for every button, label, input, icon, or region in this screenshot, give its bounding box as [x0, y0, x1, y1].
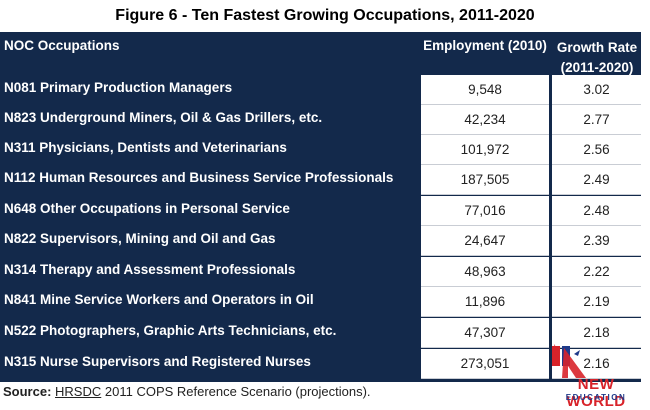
growth-rate-cell: 2.49 [552, 165, 641, 195]
employment-cell: 187,505 [421, 165, 549, 195]
table-row: N522 Photographers, Graphic Arts Technic… [0, 318, 641, 348]
employment-cell: 273,051 [421, 349, 549, 379]
table-row: N081 Primary Production Managers 9,548 3… [0, 75, 641, 105]
employment-cell: 47,307 [421, 318, 549, 348]
occupation-cell: N081 Primary Production Managers [4, 80, 233, 95]
growth-rate-cell: 2.77 [552, 105, 641, 135]
table-row: N822 Supervisors, Mining and Oil and Gas… [0, 226, 641, 256]
occupation-cell: N841 Mine Service Workers and Operators … [4, 292, 314, 307]
occupations-table: NOC Occupations Employment (2010) Growth… [0, 32, 641, 382]
growth-rate-cell: 2.18 [552, 318, 641, 348]
source-org-link[interactable]: HRSDC [55, 384, 102, 399]
source-label: Source: [3, 384, 52, 399]
employment-cell: 77,016 [421, 196, 549, 226]
header-noc-occupations: NOC Occupations [4, 38, 120, 53]
occupation-cell: N823 Underground Miners, Oil & Gas Drill… [4, 110, 323, 125]
header-growth-rate-line1: Growth Rate [556, 40, 638, 55]
occupation-cell: N822 Supervisors, Mining and Oil and Gas [4, 231, 276, 246]
table-row: N315 Nurse Supervisors and Registered Nu… [0, 349, 641, 379]
occupation-cell: N311 Physicians, Dentists and Veterinari… [4, 140, 287, 155]
occupation-cell: N314 Therapy and Assessment Professional… [4, 262, 296, 277]
header-employment: Employment (2010) [423, 38, 547, 53]
occupation-cell: N648 Other Occupations in Personal Servi… [4, 201, 290, 216]
new-world-education-logo: NEW WORLD EDUCATION [546, 342, 646, 410]
table-row: N311 Physicians, Dentists and Veterinari… [0, 135, 641, 165]
growth-rate-cell: 2.39 [552, 226, 641, 256]
growth-rate-cell: 2.48 [552, 196, 641, 226]
growth-rate-cell: 2.56 [552, 135, 641, 165]
logo-text-line2: EDUCATION [565, 393, 627, 402]
header-growth-rate-line2: (2011-2020) [560, 60, 634, 75]
table-row: N841 Mine Service Workers and Operators … [0, 287, 641, 317]
employment-cell: 42,234 [421, 105, 549, 135]
employment-cell: 101,972 [421, 135, 549, 165]
growth-rate-cell: 2.22 [552, 257, 641, 287]
source-note: Source: HRSDC 2011 COPS Reference Scenar… [3, 384, 371, 399]
table-row: N314 Therapy and Assessment Professional… [0, 257, 641, 287]
source-text: 2011 COPS Reference Scenario (projection… [101, 384, 371, 399]
table-row: N648 Other Occupations in Personal Servi… [0, 196, 641, 226]
employment-cell: 24,647 [421, 226, 549, 256]
table-row: N112 Human Resources and Business Servic… [0, 165, 641, 195]
growth-rate-cell: 2.19 [552, 287, 641, 317]
header-growth-rate: Growth Rate (2011-2020) [553, 38, 641, 78]
figure-title: Figure 6 - Ten Fastest Growing Occupatio… [115, 7, 535, 24]
employment-cell: 11,896 [421, 287, 549, 317]
occupation-cell: N315 Nurse Supervisors and Registered Nu… [4, 354, 311, 369]
table-row: N823 Underground Miners, Oil & Gas Drill… [0, 105, 641, 135]
employment-cell: 9,548 [421, 75, 549, 105]
employment-cell: 48,963 [421, 257, 549, 287]
growth-rate-cell: 3.02 [552, 75, 641, 105]
logo-emblem-icon [552, 344, 586, 378]
occupation-cell: N112 Human Resources and Business Servic… [4, 170, 394, 185]
occupation-cell: N522 Photographers, Graphic Arts Technic… [4, 323, 337, 338]
